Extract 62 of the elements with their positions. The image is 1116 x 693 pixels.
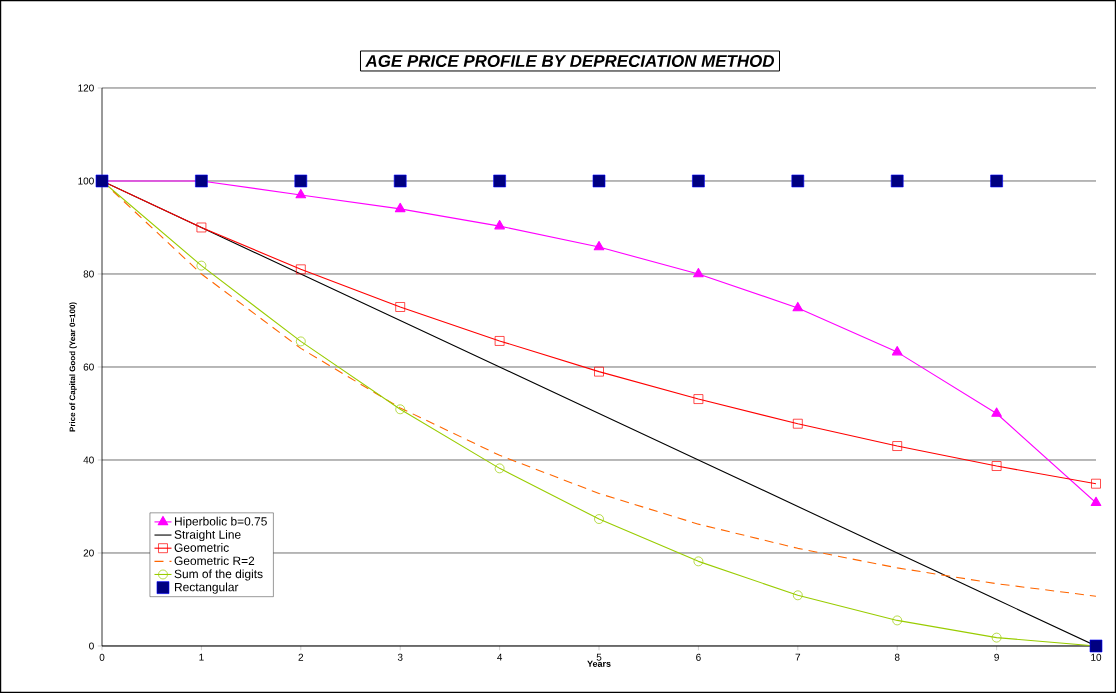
x-tick-label: 5 [596,653,602,661]
point [295,188,307,199]
point [892,615,903,626]
x-tick-label: 0 [99,653,105,661]
point [791,174,805,188]
point [991,407,1002,417]
x-axis-title: Years [587,660,611,667]
x-tick-label: 9 [994,653,999,661]
point [294,174,308,188]
point [594,514,604,524]
legend-label: Rectangular [175,582,239,594]
y-tick-label: 40 [83,456,94,464]
x-tick-label: 6 [696,653,701,661]
point [196,222,207,233]
point [693,556,704,567]
legend-label: Geometric [174,543,229,552]
x-tick-label: 10 [1091,653,1102,661]
x-tick-label: 2 [298,653,304,661]
legend-label: Sum of the digits [174,569,263,581]
point [891,346,903,356]
legend-label: Hiperbolic b=0.75 [175,516,267,528]
y-tick-label: 80 [83,270,94,278]
point [991,632,1002,643]
point [592,174,606,188]
point [494,336,505,346]
point [594,366,604,377]
x-tick-label: 8 [894,653,900,661]
point [692,174,705,188]
point [494,220,505,230]
x-tick-label: 7 [795,653,801,661]
y-tick-label: 0 [89,642,94,650]
point [395,404,406,415]
y-tick-label: 60 [83,363,94,371]
x-tick-label: 4 [497,653,503,661]
point [593,240,605,251]
point [991,461,1002,471]
point [494,463,505,474]
point [792,590,803,601]
y-tick-label: 100 [78,177,94,185]
point [792,301,804,312]
point [393,174,407,188]
point [295,264,306,275]
chart-title: AGE PRICE PROFILE BY DEPRECIATION METHOD [365,54,775,67]
point [295,336,306,347]
point [395,302,406,312]
point [1091,478,1101,489]
point [493,174,506,188]
x-tick-label: 3 [397,653,403,661]
point [792,418,803,429]
point [1090,496,1102,507]
point [990,174,1003,188]
x-tick-label: 1 [199,653,204,661]
legend-label: Geometric R=2 [174,556,255,566]
legend-label: Straight Line [174,529,241,542]
point [693,267,704,278]
y-tick-label: 20 [83,549,94,557]
point [394,202,406,213]
point [196,260,207,271]
point [892,441,903,451]
point [890,174,904,188]
point [693,394,704,404]
y-tick-label: 120 [78,84,94,92]
